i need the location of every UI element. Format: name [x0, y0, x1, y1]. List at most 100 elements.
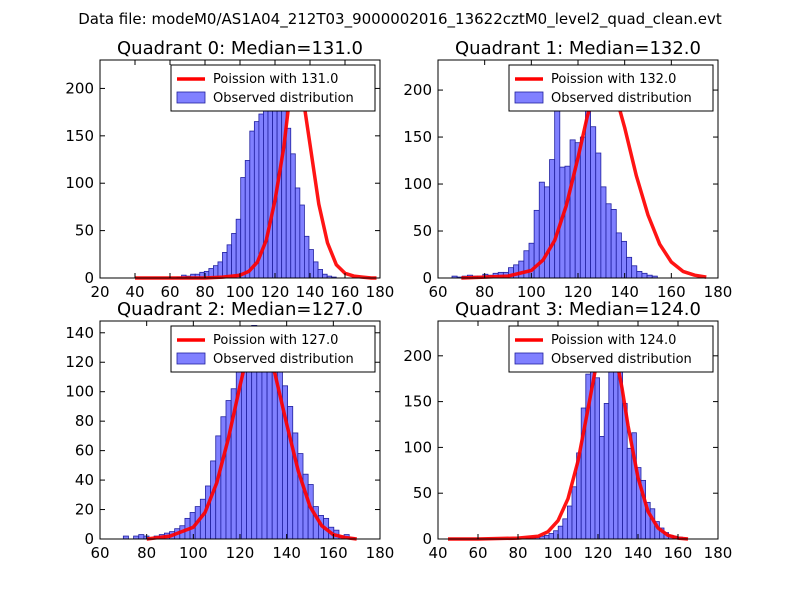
histogram-bar	[235, 218, 242, 279]
legend-quadrant-1: Poission with 132.0 Observed distributio…	[508, 64, 714, 112]
y-tick-label: 50	[75, 222, 94, 240]
x-tick-label: 160	[331, 283, 360, 301]
histogram-bar	[562, 518, 568, 540]
x-tick-label: 140	[610, 283, 639, 301]
histogram-bar	[571, 486, 577, 540]
histogram-bar	[603, 403, 610, 540]
y-tick-label: 0	[422, 530, 432, 548]
histogram-bar	[322, 273, 328, 279]
histogram-bar	[599, 436, 605, 540]
y-tick-label: 100	[65, 383, 94, 401]
x-tick-label: 80	[195, 283, 214, 301]
x-tick-label: 140	[296, 283, 325, 301]
panel-title-quadrant-1: Quadrant 1: Median=132.0	[455, 38, 701, 59]
histogram-bar	[313, 261, 319, 279]
plot-area: 60 80 100 120 140 160 180 0 50 100 150 200	[403, 59, 733, 301]
y-tick-label: 120	[65, 353, 94, 371]
y-tick-label: 200	[403, 347, 432, 365]
x-tick-label: 100	[517, 283, 546, 301]
histogram-bar	[544, 534, 550, 540]
histogram-bar	[226, 244, 233, 279]
y-tick-label: 80	[75, 412, 94, 430]
y-tick-label: 0	[84, 269, 94, 287]
y-tick-label: 50	[413, 222, 432, 240]
histogram-bar	[636, 271, 643, 279]
x-tick-label: 160	[664, 544, 693, 562]
y-tick-label: 100	[65, 174, 94, 192]
x-tick-label: 180	[366, 544, 395, 562]
panel-title-quadrant-2: Quadrant 2: Median=127.0	[117, 299, 363, 320]
y-tick-label: 50	[413, 484, 432, 502]
legend-entry-poisson: Poission with 124.0	[551, 333, 676, 348]
panel-quadrant-3: 40 60 80 100 120 140 160 180 0 50 100 150 200 Quadra…	[403, 299, 732, 562]
x-tick-label: 180	[366, 283, 395, 301]
y-tick-label: 150	[403, 393, 432, 411]
legend-entry-poisson: Poission with 127.0	[213, 333, 338, 348]
panel-quadrant-2: 60 80 100 120 140 160 180 0 20 40 60 80 100 120 140 Qu…	[65, 299, 394, 562]
histogram-bar	[608, 370, 614, 540]
histogram-bar	[285, 127, 292, 279]
histogram-bar	[317, 269, 323, 279]
legend-entry-observed: Observed distribution	[213, 352, 354, 367]
histogram-bar	[610, 209, 617, 279]
panel-title-quadrant-3: Quadrant 3: Median=124.0	[455, 299, 701, 320]
legend-quadrant-3: Poission with 124.0 Observed distributio…	[508, 325, 714, 373]
x-tick-label: 120	[584, 544, 613, 562]
x-tick-label: 180	[704, 283, 733, 301]
histogram-bar	[579, 136, 586, 279]
y-tick-label: 100	[403, 175, 432, 193]
x-tick-label: 160	[319, 544, 348, 562]
x-tick-label: 80	[475, 283, 494, 301]
plot-area: 20 40 60 80 100 120 140 160 180 0 50 100 150 200	[65, 59, 395, 301]
histogram-bar	[626, 256, 633, 279]
histogram-bar	[631, 265, 638, 279]
legend-entry-observed: Observed distribution	[551, 91, 692, 106]
histogram-bar	[615, 232, 622, 279]
x-tick-label: 100	[544, 544, 573, 562]
histogram-bar	[595, 152, 602, 279]
histogram-bar	[220, 416, 227, 540]
plot-area: 40 60 80 100 120 140 160 180 0 50 100 150 200	[403, 320, 733, 562]
legend-entry-observed: Observed distribution	[213, 91, 354, 106]
figure-title: Data file: modeM0/AS1A04_212T03_90000020…	[78, 10, 722, 29]
histogram-bar	[294, 187, 301, 279]
histogram-bar	[605, 203, 612, 279]
histogram-bar	[225, 400, 232, 540]
x-tick-label: 100	[179, 544, 208, 562]
legend-entry-observed: Observed distribution	[551, 352, 692, 367]
histogram-bar	[554, 106, 561, 279]
y-tick-label: 60	[75, 442, 94, 460]
histogram-bar	[564, 165, 571, 279]
histogram-bar	[613, 354, 619, 540]
legend-entry-poisson: Poission with 131.0	[213, 72, 338, 87]
histogram-bar	[253, 121, 260, 279]
x-tick-label: 80	[508, 544, 527, 562]
x-tick-label: 180	[704, 544, 733, 562]
panel-quadrant-0: 20 40 60 80 100 120 140 160 180 0 50 100 150 200 Quad…	[65, 38, 394, 301]
legend-quadrant-0: Poission with 131.0 Observed distributio…	[170, 64, 376, 112]
x-tick-label: 80	[137, 544, 156, 562]
histogram-bar	[244, 160, 251, 279]
histogram-bar	[594, 377, 600, 540]
x-tick-label: 120	[564, 283, 593, 301]
histogram-bar	[557, 525, 564, 540]
histogram-bar	[231, 233, 237, 279]
panel-quadrant-1: 60 80 100 120 140 160 180 0 50 100 150 200 Quadrant…	[403, 38, 732, 301]
histogram-bar	[544, 186, 550, 279]
histogram-bar	[626, 447, 633, 540]
y-tick-label: 100	[403, 438, 432, 456]
histogram-bar	[569, 139, 576, 279]
x-tick-label: 40	[125, 283, 144, 301]
histogram-bar	[548, 533, 554, 540]
histogram-bar	[621, 240, 627, 279]
y-tick-label: 140	[65, 324, 94, 342]
histogram-bar	[549, 159, 556, 279]
x-tick-label: 20	[90, 283, 109, 301]
x-tick-label: 60	[428, 283, 447, 301]
x-tick-label: 60	[90, 544, 109, 562]
legend-bar-swatch	[514, 91, 544, 104]
legend-quadrant-2: Poission with 127.0 Observed distributio…	[170, 325, 376, 373]
y-tick-label: 150	[65, 127, 94, 145]
y-tick-label: 200	[403, 81, 432, 99]
